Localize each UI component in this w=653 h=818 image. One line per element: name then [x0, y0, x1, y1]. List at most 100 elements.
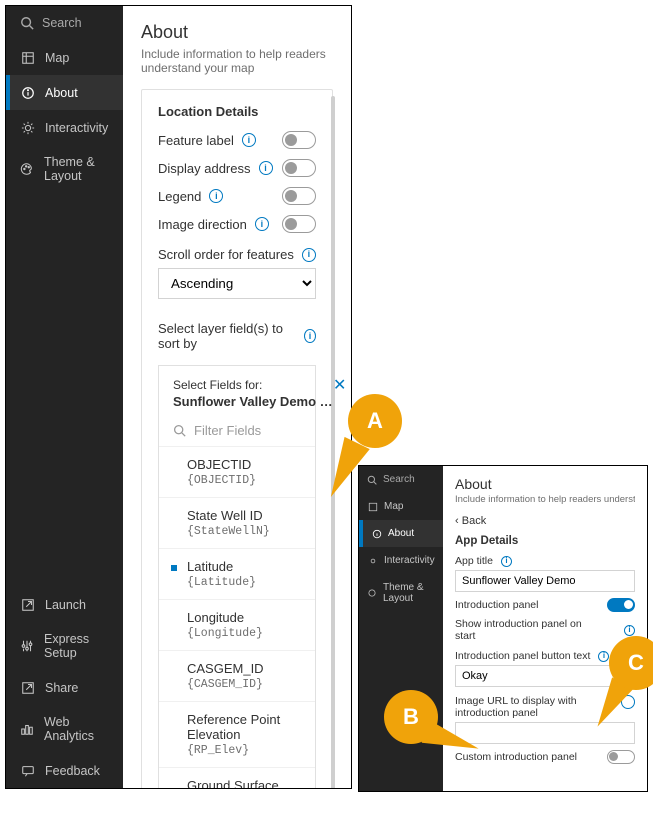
- field-item[interactable]: OBJECTID{OBJECTID}: [159, 446, 315, 497]
- field-name: CASGEM_ID: [187, 661, 297, 676]
- sidebar-item-label: Launch: [45, 598, 86, 612]
- sidebar-item-launch[interactable]: Launch: [6, 587, 123, 622]
- sidebar-search[interactable]: Search: [359, 466, 443, 493]
- sidebar-item-about[interactable]: About: [6, 75, 123, 110]
- info-icon[interactable]: [255, 217, 269, 231]
- sidebar-item-map[interactable]: Map: [6, 40, 123, 75]
- info-icon[interactable]: [624, 625, 635, 636]
- sidebar: Search Map About Interactivity: [6, 6, 123, 788]
- sidebar-item-theme[interactable]: Theme & Layout: [6, 145, 123, 193]
- field-name: Latitude: [187, 559, 297, 574]
- info-icon[interactable]: [501, 556, 512, 567]
- sidebar-item-label: Interactivity: [45, 121, 108, 135]
- field-item[interactable]: Longitude{Longitude}: [159, 599, 315, 650]
- location-details-heading: Location Details: [158, 104, 316, 119]
- search-icon: [173, 424, 186, 437]
- back-button[interactable]: ‹ Back: [455, 515, 635, 527]
- toggle-label: Legend: [158, 189, 201, 204]
- sidebar-item-theme[interactable]: Theme & Layout: [359, 574, 443, 612]
- sidebar-item-share[interactable]: Share: [6, 670, 123, 705]
- sidebar-item-label: Theme & Layout: [383, 582, 435, 604]
- sidebar-item-map[interactable]: Map: [359, 493, 443, 520]
- switch-display-address[interactable]: [282, 159, 316, 177]
- field-item[interactable]: Latitude {Latitude}: [159, 548, 315, 599]
- main-panel: About Include information to help reader…: [123, 6, 351, 788]
- sidebar-item-analytics[interactable]: Web Analytics: [6, 705, 123, 753]
- field-alias: {Longitude}: [187, 627, 297, 640]
- switch-custom-intro[interactable]: [607, 750, 635, 764]
- info-icon[interactable]: [209, 189, 223, 203]
- config-window-primary: Search Map About Interactivity: [5, 5, 352, 789]
- sidebar-search[interactable]: Search: [6, 6, 123, 40]
- sidebar-item-feedback[interactable]: Feedback: [6, 753, 123, 788]
- fields-filter[interactable]: Filter Fields: [159, 415, 315, 446]
- toggle-show-intro-start: Show introduction panel on start: [455, 618, 635, 642]
- map-icon: [20, 50, 35, 65]
- location-details-card: Location Details Feature label Display a…: [141, 89, 333, 788]
- app-title-input[interactable]: [455, 570, 635, 592]
- info-icon: [371, 528, 382, 539]
- sidebar-item-label: Theme & Layout: [44, 155, 109, 183]
- field-item[interactable]: CASGEM_ID {CASGEM_ID}: [159, 650, 315, 701]
- switch-feature-label[interactable]: [282, 131, 316, 149]
- switch-legend[interactable]: [282, 187, 316, 205]
- intro-btn-text-label: Introduction panel button text: [455, 650, 635, 662]
- sidebar-item-label: About: [388, 528, 414, 539]
- sidebar-item-interactivity[interactable]: Interactivity: [6, 110, 123, 145]
- info-icon[interactable]: [259, 161, 273, 175]
- field-item[interactable]: State Well ID {StateWellN}: [159, 497, 315, 548]
- scroll-indicator[interactable]: [331, 96, 335, 788]
- switch-image-direction[interactable]: [282, 215, 316, 233]
- map-icon: [367, 501, 378, 512]
- fields-select-for: Select Fields for:: [173, 378, 333, 392]
- field-item[interactable]: Reference Point Elevation {RP_Elev}: [159, 701, 315, 767]
- info-icon: [20, 85, 35, 100]
- fields-filter-placeholder: Filter Fields: [194, 423, 261, 438]
- page-subtitle: Include information to help readers unde…: [455, 494, 635, 505]
- feedback-icon: [20, 763, 35, 778]
- sidebar-item-label: Web Analytics: [44, 715, 109, 743]
- sidebar-item-label: About: [45, 86, 78, 100]
- callout-a: A: [348, 394, 402, 448]
- analytics-icon: [20, 722, 34, 737]
- search-icon: [367, 475, 377, 485]
- field-alias: {CASGEM_ID}: [187, 678, 297, 691]
- sidebar-item-label: Map: [384, 501, 403, 512]
- switch-intro-panel[interactable]: [607, 598, 635, 612]
- sidebar-item-interactivity[interactable]: Interactivity: [359, 547, 443, 574]
- page-title: About: [141, 22, 333, 43]
- field-name: Reference Point Elevation: [187, 712, 297, 742]
- toggle-image-direction: Image direction: [158, 215, 316, 233]
- field-item[interactable]: Ground Surface Elevation{GS_Elev}: [159, 767, 315, 788]
- field-alias: {StateWellN}: [187, 525, 297, 538]
- field-name: State Well ID: [187, 508, 297, 523]
- field-alias: {Latitude}: [187, 576, 297, 589]
- callout-b: B: [384, 690, 438, 744]
- scroll-order-select[interactable]: Ascending: [158, 268, 316, 299]
- app-title-label: App title: [455, 555, 635, 567]
- info-icon[interactable]: [304, 329, 316, 343]
- info-icon[interactable]: [242, 133, 256, 147]
- toggle-label: Image direction: [158, 217, 247, 232]
- sidebar-item-express[interactable]: Express Setup: [6, 622, 123, 670]
- sidebar-item-about[interactable]: About: [359, 520, 443, 547]
- field-alias: {RP_Elev}: [187, 744, 297, 757]
- sidebar-item-label: Map: [45, 51, 69, 65]
- select-layer-label: Select layer field(s) to sort by: [158, 321, 316, 351]
- gear-icon: [367, 555, 378, 566]
- toggle-legend: Legend: [158, 187, 316, 205]
- field-name: OBJECTID: [187, 457, 297, 472]
- sidebar-search-label: Search: [383, 474, 415, 485]
- fields-panel: Select Fields for: Sunflower Valley Demo…: [158, 365, 316, 788]
- scroll-order-label: Scroll order for features: [158, 247, 316, 262]
- close-icon[interactable]: ✕: [333, 378, 346, 394]
- toggle-label: Introduction panel: [455, 599, 538, 611]
- sidebar-search-label: Search: [42, 16, 82, 30]
- toggle-display-address: Display address: [158, 159, 316, 177]
- app-details-heading: App Details: [455, 535, 635, 547]
- fields-list: OBJECTID{OBJECTID} State Well ID {StateWel…: [159, 446, 315, 788]
- launch-icon: [20, 597, 35, 612]
- toggle-intro-panel: Introduction panel: [455, 598, 635, 612]
- info-icon[interactable]: [598, 651, 609, 662]
- info-icon[interactable]: [302, 248, 316, 262]
